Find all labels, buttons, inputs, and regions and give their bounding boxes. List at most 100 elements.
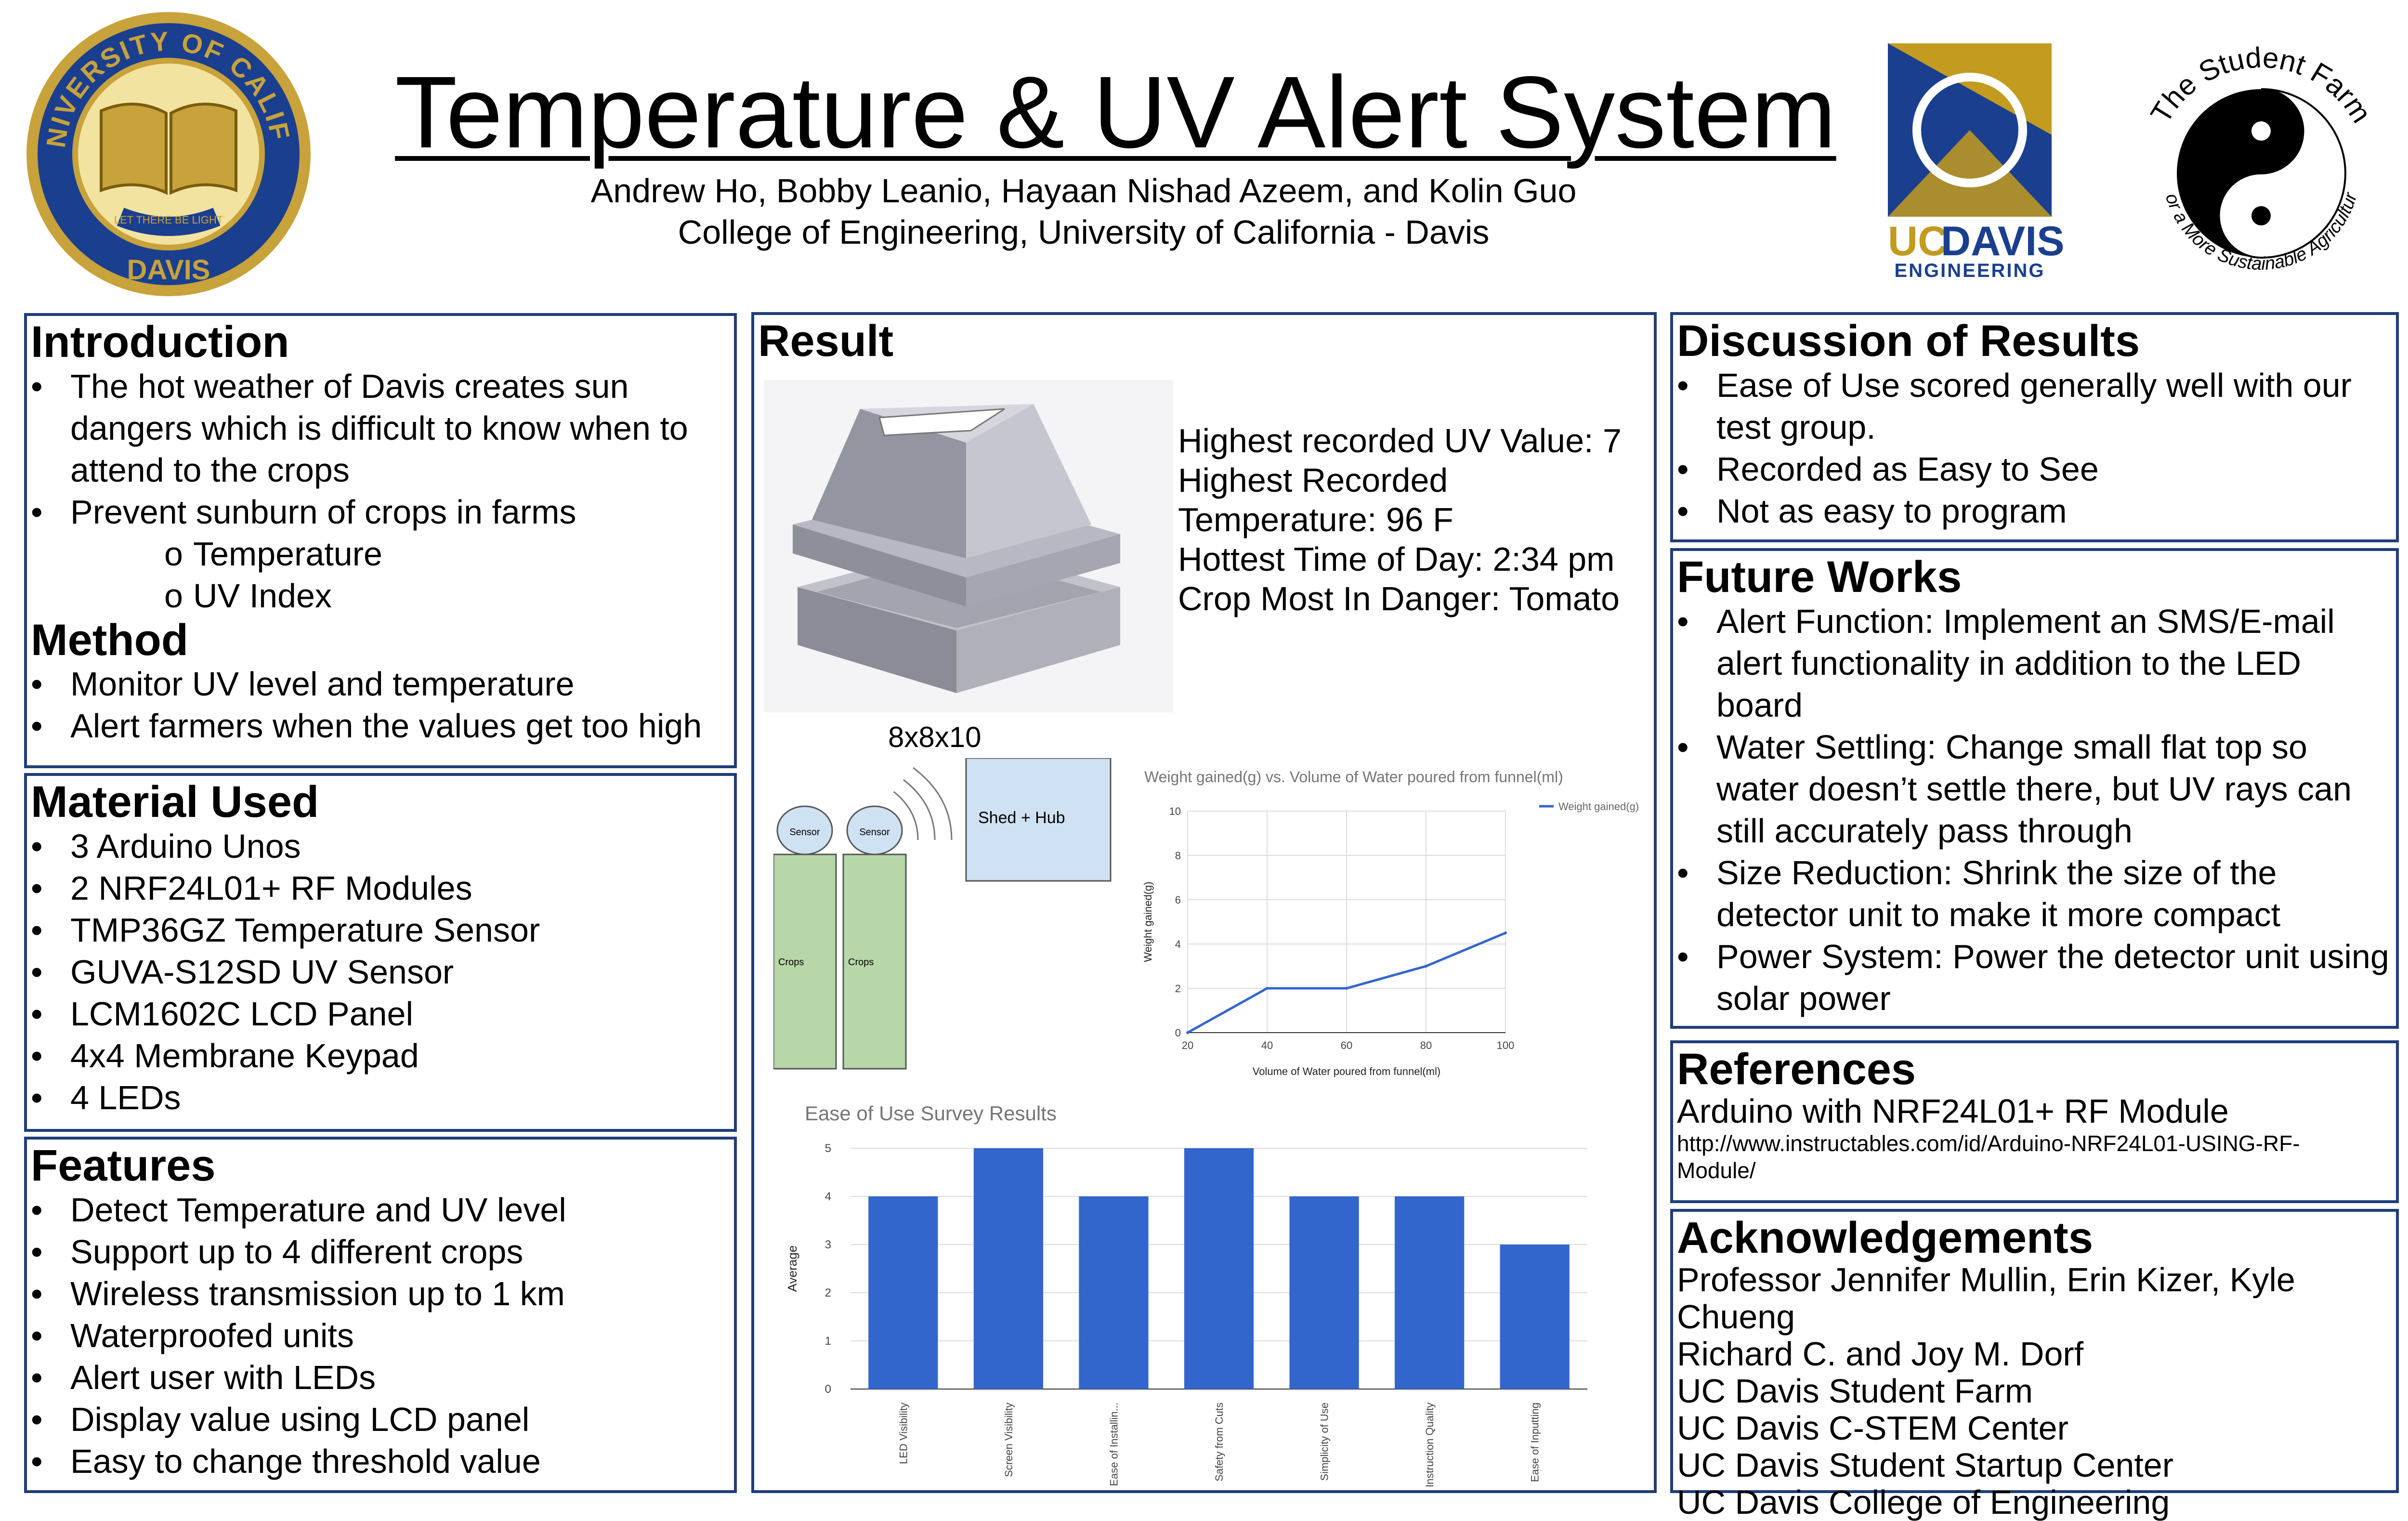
y-tick-label: 2 xyxy=(1175,983,1181,995)
x-tick-label: LED Visibility xyxy=(897,1403,909,1464)
features-heading: Features xyxy=(31,1141,216,1190)
data-point xyxy=(1504,931,1507,934)
ucdavis-engineering-logo: UC DAVIS ENGINEERING xyxy=(1888,43,2064,279)
y-tick-label: 2 xyxy=(825,1286,831,1299)
student-farm-logo: The Student Farm For a More Sustainable … xyxy=(2119,29,2378,274)
ucdavis-engineering-text: ENGINEERING xyxy=(1894,260,2045,279)
acknowledgement-line: UC Davis Student Farm xyxy=(1677,1372,2033,1410)
acknowledgement-line: UC Davis Student Startup Center xyxy=(1677,1446,2174,1484)
x-tick-label: Screen Visibility xyxy=(1003,1403,1015,1477)
y-tick-label: 1 xyxy=(825,1335,831,1348)
features-list: Detect Temperature and UV level Support … xyxy=(27,1189,734,1482)
x-tick-label: Safety from Cuts xyxy=(1213,1403,1225,1482)
bar xyxy=(973,1148,1043,1389)
materials-list: 3 Arduino Unos 2 NRF24L01+ RF Modules TM… xyxy=(27,826,734,1119)
y-tick-label: 0 xyxy=(1175,1027,1181,1039)
legend-label: Weight gained(g) xyxy=(1558,800,1639,813)
list-item: Ease of Use scored generally well with o… xyxy=(1673,365,2396,448)
acknowledgements-heading: Acknowledgements xyxy=(1677,1213,2093,1262)
data-point xyxy=(1266,987,1269,990)
ucdavis-uc-text: UC xyxy=(1888,218,1948,264)
list-item: Temperature xyxy=(27,533,734,575)
uc-seal-logo: LET THERE BE LIGHT THE UNIVERSITY OF CAL… xyxy=(19,10,311,296)
list-item: 2 NRF24L01+ RF Modules xyxy=(27,867,734,909)
crops-label: Crops xyxy=(778,957,804,968)
introduction-method-panel: Introduction The hot weather of Davis cr… xyxy=(24,313,737,768)
bar xyxy=(1395,1196,1465,1389)
reference-url-line-1[interactable]: http://www.instructables.com/id/Arduino-… xyxy=(1677,1130,2300,1156)
list-item: Alert farmers when the values get too hi… xyxy=(27,705,734,747)
y-tick-label: 5 xyxy=(825,1142,831,1155)
acknowledgement-line: UC Davis C-STEM Center xyxy=(1677,1409,2068,1447)
list-item: Wireless transmission up to 1 km xyxy=(27,1273,734,1315)
y-axis-label: Average xyxy=(785,1246,799,1292)
acknowledgement-line: UC Davis College of Engineering xyxy=(1677,1483,2170,1521)
list-item: Size Reduction: Shrink the size of the d… xyxy=(1673,852,2396,936)
future-works-panel: Future Works Alert Function: Implement a… xyxy=(1670,548,2399,1029)
list-item: Alert user with LEDs xyxy=(27,1357,734,1399)
x-tick-label: 100 xyxy=(1497,1039,1515,1051)
features-panel: Features Detect Temperature and UV level… xyxy=(24,1137,737,1493)
ucdavis-davis-text: DAVIS xyxy=(1941,218,2064,264)
discussion-panel: Discussion of Results Ease of Use scored… xyxy=(1670,312,2399,542)
x-tick-label: Simplicity of Use xyxy=(1319,1403,1331,1481)
stat-hottest-time: Hottest Time of Day: 2:34 pm xyxy=(1178,540,1615,578)
bar xyxy=(1289,1196,1359,1389)
stat-temp-label: Highest Recorded xyxy=(1178,461,1448,499)
references-panel: References Arduino with NRF24L01+ RF Mod… xyxy=(1670,1040,2399,1203)
reference-url-line-2[interactable]: Module/ xyxy=(1677,1157,1756,1183)
chart-title: Ease of Use Survey Results xyxy=(805,1102,1057,1125)
list-item: The hot weather of Davis creates sun dan… xyxy=(27,366,734,491)
data-point xyxy=(1425,965,1427,968)
x-tick-label: Ease of Inputting xyxy=(1529,1403,1541,1482)
future-works-heading: Future Works xyxy=(1677,552,1962,602)
enclosure-render-image xyxy=(764,380,1173,712)
introduction-heading: Introduction xyxy=(31,317,289,367)
list-item: Easy to change threshold value xyxy=(27,1441,734,1482)
references-heading: References xyxy=(1677,1045,1916,1094)
x-tick-label: 80 xyxy=(1420,1039,1432,1051)
water-weight-line-chart: Weight gained(g) vs. Volume of Water pou… xyxy=(1142,768,1639,1077)
future-works-list: Alert Function: Implement an SMS/E-mail … xyxy=(1673,601,2396,1020)
layout-diagram: Sensor Sensor Crops Crops Shed + Hub xyxy=(773,758,1112,1070)
list-item: Water Settling: Change small flat top so… xyxy=(1673,726,2396,852)
sensor-label: Sensor xyxy=(859,827,890,838)
bar xyxy=(1184,1148,1254,1389)
y-tick-label: 3 xyxy=(825,1238,831,1251)
discussion-list: Ease of Use scored generally well with o… xyxy=(1673,365,2396,532)
result-heading: Result xyxy=(758,316,894,366)
acknowledgements-panel: Acknowledgements Professor Jennifer Mull… xyxy=(1670,1209,2399,1521)
list-item: TMP36GZ Temperature Sensor xyxy=(27,909,734,951)
stat-temp-value: Temperature: 96 F xyxy=(1178,501,1453,538)
list-item: 4x4 Membrane Keypad xyxy=(27,1035,734,1077)
x-axis-label: Volume of Water poured from funnel(ml) xyxy=(1253,1065,1440,1077)
introduction-list: The hot weather of Davis creates sun dan… xyxy=(27,366,734,533)
stat-crop-danger: Crop Most In Danger: Tomato xyxy=(1178,580,1620,617)
stat-uv: Highest recorded UV Value: 7 xyxy=(1178,422,1622,459)
poster-affiliation: College of Engineering, University of Ca… xyxy=(678,213,1490,251)
acknowledgement-line: Richard C. and Joy M. Dorf xyxy=(1677,1335,2084,1373)
list-item: LCM1602C LCD Panel xyxy=(27,993,734,1035)
y-tick-label: 4 xyxy=(825,1190,831,1203)
y-axis-label: Weight gained(g) xyxy=(1142,881,1154,962)
x-tick-label: 60 xyxy=(1341,1039,1352,1051)
y-tick-label: 0 xyxy=(825,1383,831,1396)
list-item: Not as easy to program xyxy=(1673,490,2396,532)
hub-label: Shed + Hub xyxy=(978,809,1065,827)
x-tick-label: Ease of Installin... xyxy=(1108,1403,1120,1486)
list-item: Monitor UV level and temperature xyxy=(27,663,734,705)
chart-title: Weight gained(g) vs. Volume of Water pou… xyxy=(1144,768,1563,786)
ease-of-use-bar-chart: Ease of Use Survey Results 0 1 2 3 4 5 LED Visi… xyxy=(785,1102,1587,1487)
crops-label: Crops xyxy=(848,957,874,968)
method-list: Monitor UV level and temperature Alert f… xyxy=(27,663,734,747)
x-tick-label: 20 xyxy=(1182,1039,1193,1051)
result-panel: Result Highest recorded UV Value: 7 High… xyxy=(751,312,1657,1493)
seal-motto: LET THERE BE LIGHT xyxy=(114,214,223,226)
reference-title: Arduino with NRF24L01+ RF Module xyxy=(1677,1092,2229,1130)
x-tick-label: 40 xyxy=(1261,1039,1273,1051)
sensor-label: Sensor xyxy=(789,827,820,838)
list-item: UV Index xyxy=(27,575,734,617)
acknowledgement-line: Professor Jennifer Mullin, Erin Kizer, K… xyxy=(1677,1260,2295,1336)
y-tick-label: 6 xyxy=(1175,894,1181,906)
list-item: GUVA-S12SD UV Sensor xyxy=(27,951,734,993)
